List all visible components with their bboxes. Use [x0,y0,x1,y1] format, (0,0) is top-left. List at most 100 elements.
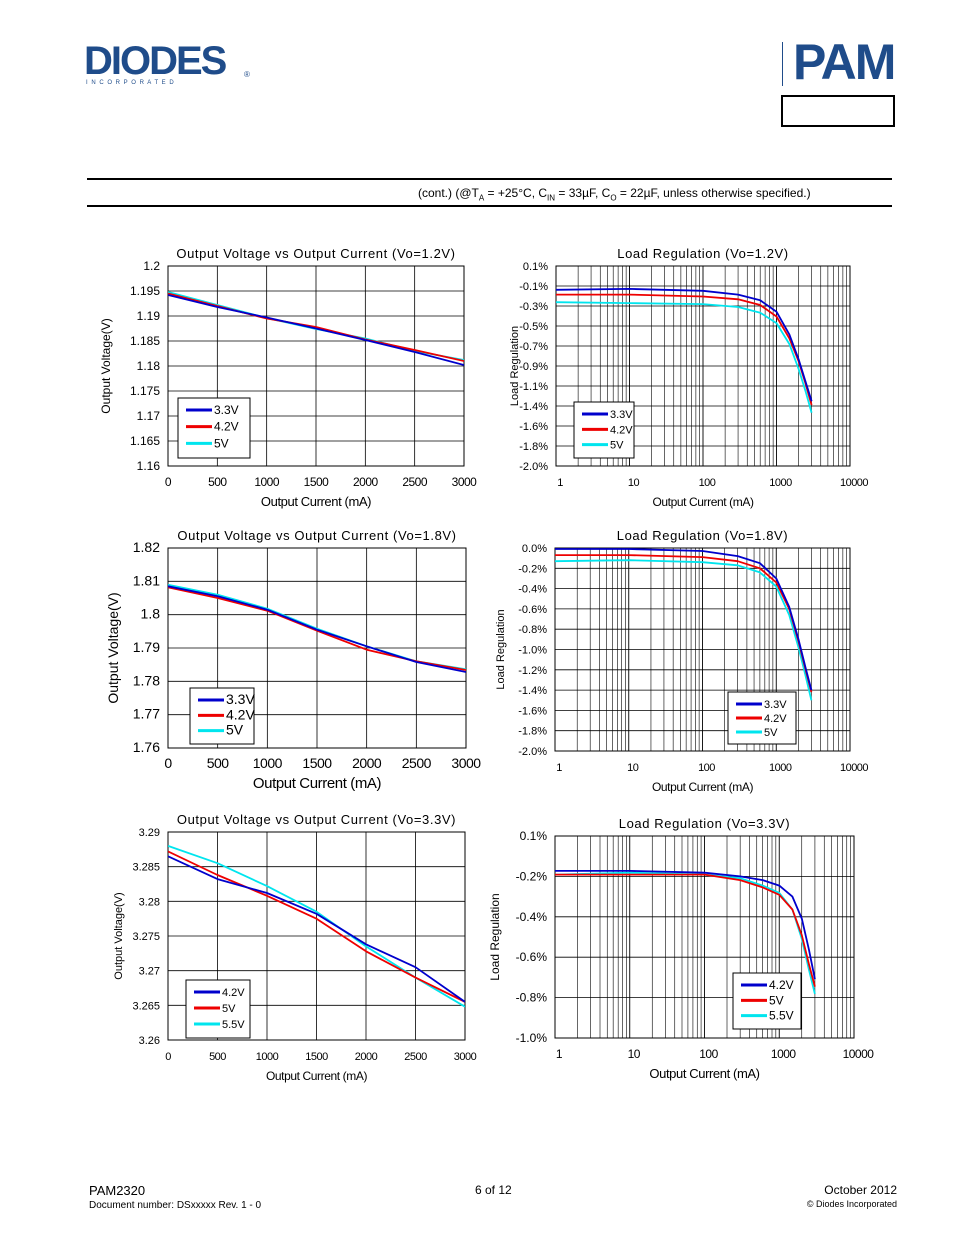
x-axis-label: Output Current (mA) [649,1066,759,1081]
y-tick-label: 3.27 [139,966,160,978]
pam-logo: PAM [793,34,896,90]
y-tick-label: 3.29 [139,827,160,839]
pam-logo-divider [782,42,783,86]
plot-frame [555,265,851,467]
y-tick-label: 3.285 [132,862,160,874]
chart-loadreg-1v8: Load Regulation (Vo=1.8V) 0.0% -0.2% -0.4% -… [495,528,869,794]
plot-frame [167,547,467,749]
bottom-rule [87,205,892,207]
legend-label: 4.2V [610,424,633,436]
series-line-5V [555,559,813,701]
y-tick-label: 3.26 [139,1035,160,1047]
y-tick-label: -1.6% [519,421,548,433]
legend-label: 5V [222,1003,236,1015]
chart-vout-1v8: Output Voltage vs Output Current (Vo=1.8… [105,528,482,792]
registered-mark: ® [244,70,250,79]
cond-mid2: = 33µF, C [555,186,611,200]
y-tick-label: -0.6% [518,604,547,616]
y-tick-label: 1.175 [130,384,160,398]
plot-frame [167,265,465,467]
y-tick-label: -1.4% [519,401,548,413]
y-tick-label: -1.0% [518,645,547,657]
y-tick-label: -0.4% [516,910,548,924]
plot-frame [167,831,466,1041]
chart-vout-3v3: Output Voltage vs Output Current (Vo=3.3… [113,812,477,1083]
y-axis-label: Output Voltage(V) [105,592,121,703]
legend-label: 5V [214,436,229,450]
y-axis-label: Output Voltage(V) [113,892,125,979]
chart-loadreg-3v3: Load Regulation (Vo=3.3V) 0.1% -0.2% -0.4% -… [488,816,875,1081]
legend-label: 3.3V [226,691,255,707]
y-tick-label: 1.16 [137,459,161,473]
cond-ta-sub: A [478,193,485,203]
y-tick-label: -0.1% [519,281,548,293]
legend-label: 5V [610,440,624,452]
x-tick-label: 1500 [304,475,330,489]
x-tick-label: 1000 [769,762,792,774]
x-tick-label: 3000 [454,1051,477,1063]
y-axis-label: Load Regulation [509,326,521,406]
x-axis-label: Output Current (mA) [261,494,371,509]
y-tick-label: 1.78 [133,672,160,688]
chart-title: Load Regulation (Vo=1.8V) [617,528,788,543]
x-tick-label: 500 [208,475,227,489]
y-tick-label: 1.2 [143,259,160,273]
y-tick-label: 1.165 [130,434,160,448]
y-tick-label: -1.0% [516,1031,548,1045]
y-tick-label: 0.1% [520,829,548,843]
cond-co-sub: O [610,193,617,203]
footer-doc-number: Document number: DSxxxxx Rev. 1 - 0 [89,1200,262,1211]
y-tick-label: -1.4% [518,685,547,697]
x-tick-label: 0 [165,1051,171,1063]
chart-title: Load Regulation (Vo=3.3V) [619,816,790,831]
series-line-5V [556,301,813,413]
header-box [781,95,895,127]
footer-copyright: © Diodes Incorporated [806,1199,897,1209]
cond-cin-sub: IN [547,193,556,203]
footer-date: October 2012 [824,1183,897,1197]
chart-title: Load Regulation (Vo=1.2V) [617,246,788,261]
chart-vout-1v2: Output Voltage vs Output Current (Vo=1.2… [99,246,478,509]
x-tick-label: 1000 [771,1047,797,1061]
legend-label: 3.3V [764,699,787,711]
x-axis-label: Output Current (mA) [266,1069,368,1083]
x-axis-label: Output Current (mA) [652,495,754,509]
y-tick-label: -0.8% [516,991,548,1005]
series-line-4.2V [168,292,464,362]
y-tick-label: -0.2% [516,869,548,883]
footer-part: PAM2320 [89,1183,146,1198]
x-tick-label: 500 [207,755,230,771]
y-tick-label: -0.9% [519,361,548,373]
y-tick-label: 3.275 [132,931,160,943]
plot-frame [554,547,851,752]
series-line-5.5V [555,871,816,995]
x-tick-label: 100 [699,477,716,489]
chart-loadreg-1v2: Load Regulation (Vo=1.2V) 0.1% -0.1% -0.3% -… [509,246,869,509]
y-tick-label: -0.8% [518,624,547,636]
x-tick-label: 2000 [352,755,382,771]
x-tick-label: 1 [556,1047,563,1061]
x-tick-label: 10 [627,762,639,774]
top-rule [87,178,892,180]
cond-suffix: = 22µF, unless otherwise specified.) [616,186,811,200]
x-tick-label: 2000 [353,475,379,489]
cond-prefix: (cont.) (@T [418,186,479,200]
y-axis-label: Output Voltage(V) [99,318,113,413]
x-tick-label: 1500 [305,1051,328,1063]
y-tick-label: -1.8% [518,726,547,738]
y-tick-label: -0.7% [519,341,548,353]
series-line-3.3V [168,585,466,673]
legend-label: 5.5V [769,1009,794,1023]
series-line-3.3V [556,288,813,402]
y-tick-label: 3.28 [139,896,160,908]
x-tick-label: 2500 [404,1051,427,1063]
legend-label: 3.3V [610,409,633,421]
y-tick-label: 1.76 [133,739,160,755]
x-tick-label: 2000 [355,1051,378,1063]
x-tick-label: 1 [556,762,562,774]
x-tick-label: 1000 [256,1051,279,1063]
x-tick-label: 10000 [840,762,868,774]
chart-title: Output Voltage vs Output Current (Vo=3.3… [177,812,456,827]
x-tick-label: 100 [699,1047,718,1061]
x-tick-label: 2500 [402,475,428,489]
